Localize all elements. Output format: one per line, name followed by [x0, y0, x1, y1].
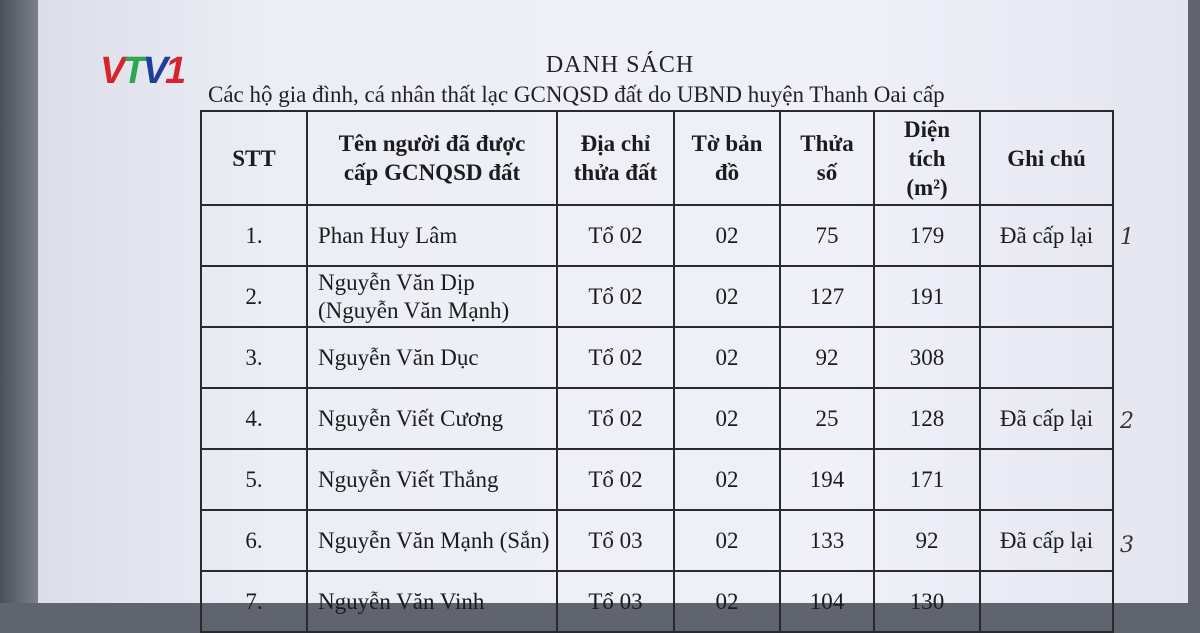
table-row: 1. Phan Huy Lâm Tổ 02 02 75 179 Đã cấp lại	[200, 204, 1114, 267]
col-area: Diện tích (m²)	[873, 110, 981, 206]
cell-note: Đã cấp lại	[979, 204, 1114, 267]
cell-name: Nguyễn Văn Vinh	[306, 570, 558, 633]
col-stt: STT	[200, 110, 308, 206]
table-row: 7. Nguyễn Văn Vinh Tổ 03 02 104 130	[200, 570, 1114, 633]
col-address: Địa chỉ thửa đất	[556, 110, 675, 206]
cell-area: 171	[873, 448, 981, 511]
cell-name: Nguyễn Văn Dịp (Nguyễn Văn Mạnh)	[306, 265, 558, 328]
cell-plot: 75	[779, 204, 875, 267]
cell-plot: 194	[779, 448, 875, 511]
cell-area: 179	[873, 204, 981, 267]
cell-note	[979, 570, 1114, 633]
cell-area: 128	[873, 387, 981, 450]
handwritten-mark: 3	[1120, 533, 1134, 558]
cell-map: 02	[673, 570, 781, 633]
col-plot: Thửa số	[779, 110, 875, 206]
cell-stt: 1.	[200, 204, 308, 267]
cell-area: 92	[873, 509, 981, 572]
document-subtitle: Các hộ gia đình, cá nhân thất lạc GCNQSD…	[208, 82, 945, 107]
cell-plot: 127	[779, 265, 875, 328]
cell-map: 02	[673, 387, 781, 450]
table-header-row: STT Tên người đã được cấp GCNQSD đất Địa…	[200, 110, 1114, 206]
col-name: Tên người đã được cấp GCNQSD đất	[306, 110, 558, 206]
cell-address: Tổ 02	[556, 387, 675, 450]
cell-stt: 5.	[200, 448, 308, 511]
cell-map: 02	[673, 509, 781, 572]
cell-stt: 4.	[200, 387, 308, 450]
cell-plot: 104	[779, 570, 875, 633]
cell-stt: 7.	[200, 570, 308, 633]
document-title: DANH SÁCH	[545, 52, 695, 78]
vtv1-logo: VTV1	[100, 50, 186, 92]
table-row: 3. Nguyễn Văn Dục Tổ 02 02 92 308	[200, 326, 1114, 389]
cell-plot: 25	[779, 387, 875, 450]
cell-address: Tổ 02	[556, 204, 675, 267]
cell-name: Nguyễn Văn Mạnh (Sắn)	[306, 509, 558, 572]
cell-area: 130	[873, 570, 981, 633]
col-note: Ghi chú	[979, 110, 1114, 206]
cell-note	[979, 265, 1114, 328]
land-certificate-table: STT Tên người đã được cấp GCNQSD đất Địa…	[200, 110, 1114, 633]
cell-address: Tổ 03	[556, 509, 675, 572]
cell-address: Tổ 03	[556, 570, 675, 633]
cell-map: 02	[673, 204, 781, 267]
cell-name: Nguyễn Viết Thắng	[306, 448, 558, 511]
col-map: Tờ bản đồ	[673, 110, 781, 206]
cell-address: Tổ 02	[556, 326, 675, 389]
cell-map: 02	[673, 326, 781, 389]
cell-name: Nguyễn Văn Dục	[306, 326, 558, 389]
cell-plot: 133	[779, 509, 875, 572]
table-row: 6. Nguyễn Văn Mạnh (Sắn) Tổ 03 02 133 92 Đã cấ…	[200, 509, 1114, 572]
cell-area: 191	[873, 265, 981, 328]
cell-plot: 92	[779, 326, 875, 389]
table-row: 2. Nguyễn Văn Dịp (Nguyễn Văn Mạnh) Tổ 02 0…	[200, 265, 1114, 328]
cell-area: 308	[873, 326, 981, 389]
cell-stt: 2.	[200, 265, 308, 328]
cell-note	[979, 326, 1114, 389]
cell-map: 02	[673, 265, 781, 328]
table-row: 4. Nguyễn Viết Cương Tổ 02 02 25 128 Đã cấp lạ…	[200, 387, 1114, 450]
cell-address: Tổ 02	[556, 265, 675, 328]
handwritten-mark: 2	[1120, 409, 1134, 434]
cell-stt: 3.	[200, 326, 308, 389]
table-row: 5. Nguyễn Viết Thắng Tổ 02 02 194 171	[200, 448, 1114, 511]
cell-note: Đã cấp lại	[979, 509, 1114, 572]
cell-stt: 6.	[200, 509, 308, 572]
cell-name: Nguyễn Viết Cương	[306, 387, 558, 450]
handwritten-mark: 1	[1120, 225, 1134, 250]
cell-note: Đã cấp lại	[979, 387, 1114, 450]
background-edge	[0, 0, 38, 603]
cell-note	[979, 448, 1114, 511]
cell-address: Tổ 02	[556, 448, 675, 511]
cell-name: Phan Huy Lâm	[306, 204, 558, 267]
cell-map: 02	[673, 448, 781, 511]
